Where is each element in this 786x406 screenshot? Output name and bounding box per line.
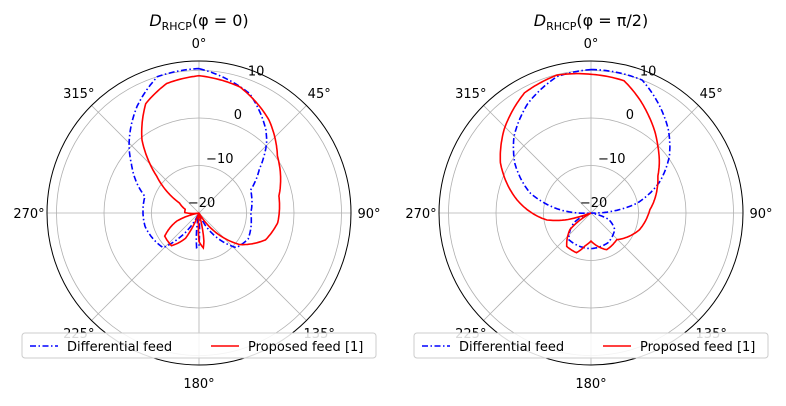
series-line-proposed-feed: [499, 72, 661, 254]
title-symbol: D: [149, 11, 161, 30]
angular-gridline: [198, 105, 307, 214]
polar-chart-1: 0°45°90°135°180°225°270°315°−20−10010DRH…: [13, 11, 380, 392]
radial-tick-label: 10: [640, 64, 657, 79]
theta-tick-label: 45°: [308, 87, 331, 102]
radial-tick-label: 10: [248, 64, 265, 79]
angular-gridline: [91, 105, 200, 214]
title-subscript: RHCP: [546, 20, 577, 33]
theta-tick-label: 270°: [405, 207, 436, 222]
legend-label: Proposed feed [1]: [248, 340, 363, 355]
title-argument: (φ = π/2): [576, 11, 648, 30]
theta-tick-label: 0°: [192, 37, 207, 52]
radial-tick-label: 0: [234, 108, 242, 123]
legend-box: [21, 332, 377, 359]
legend-label: Differential feed: [67, 340, 172, 355]
angular-gridline: [91, 212, 200, 321]
theta-tick-label: 315°: [63, 87, 94, 102]
theta-tick-label: 0°: [584, 37, 599, 52]
legend: Differential feed Proposed feed [1]: [21, 332, 377, 359]
title-symbol: D: [534, 11, 546, 30]
theta-tick-label: 180°: [575, 377, 606, 392]
series-line-proposed-feed: [140, 74, 282, 250]
radial-tick-label: −10: [206, 152, 233, 167]
chart-title: DRHCP(φ = 0): [149, 11, 248, 33]
radial-tick-label: −10: [598, 152, 625, 167]
polar-frame: [438, 60, 744, 366]
theta-tick-label: 180°: [183, 377, 214, 392]
series-line-differential-feed: [128, 67, 268, 249]
theta-tick-label: 270°: [13, 207, 44, 222]
legend: Differential feed Proposed feed [1]: [413, 332, 769, 359]
polar-chart-2: 0°45°90°135°180°225°270°315°−20−10010DRH…: [405, 11, 772, 392]
chart-title: DRHCP(φ = π/2): [534, 11, 648, 33]
angular-gridline: [590, 212, 699, 321]
theta-tick-label: 315°: [455, 87, 486, 102]
title-argument: (φ = 0): [192, 11, 249, 30]
polar-frame: [46, 60, 352, 366]
angular-gridline: [483, 105, 592, 214]
legend-label: Proposed feed [1]: [640, 340, 755, 355]
theta-tick-label: 45°: [700, 87, 723, 102]
theta-tick-label: 90°: [749, 207, 772, 222]
angular-gridline: [590, 105, 699, 214]
series-line-differential-feed: [512, 68, 671, 250]
radial-tick-label: −20: [188, 196, 215, 211]
theta-tick-label: 90°: [357, 207, 380, 222]
radial-tick-label: −20: [580, 196, 607, 211]
legend-label: Differential feed: [459, 340, 564, 355]
title-subscript: RHCP: [162, 20, 193, 33]
legend-box: [413, 332, 769, 359]
radial-tick-label: 0: [626, 108, 634, 123]
angular-gridline: [483, 212, 592, 321]
angular-gridline: [198, 212, 307, 321]
